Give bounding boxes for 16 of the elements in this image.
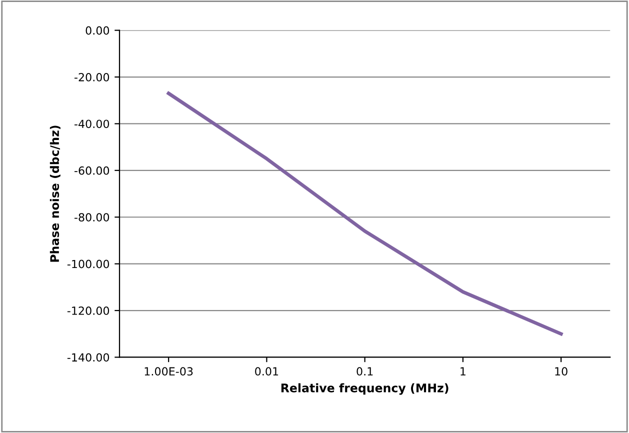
y-tick-label: -60.00 — [74, 166, 110, 175]
y-tick-label: -140.00 — [67, 353, 110, 362]
x-tick-label: 0.1 — [356, 367, 373, 376]
x-tick-label: 0.01 — [255, 367, 278, 376]
line-series — [166, 92, 563, 336]
x-axis-title: Relative frequency (MHz) — [281, 383, 448, 395]
x-tick-label: 1.00E-03 — [144, 367, 193, 376]
x-tick-label: 1 — [460, 367, 466, 376]
y-tick-label: -80.00 — [74, 213, 110, 222]
y-tick-label: -40.00 — [74, 120, 110, 128]
y-tick-label: -20.00 — [74, 72, 110, 82]
x-tick-label: 10 — [555, 367, 568, 376]
y-tick-label: 0.00 — [86, 26, 110, 35]
y-tick-label: -120.00 — [67, 306, 110, 315]
y-tick-label: -100.00 — [67, 260, 110, 268]
y-axis-title: Phase noise (dbc/hz) — [50, 126, 60, 262]
